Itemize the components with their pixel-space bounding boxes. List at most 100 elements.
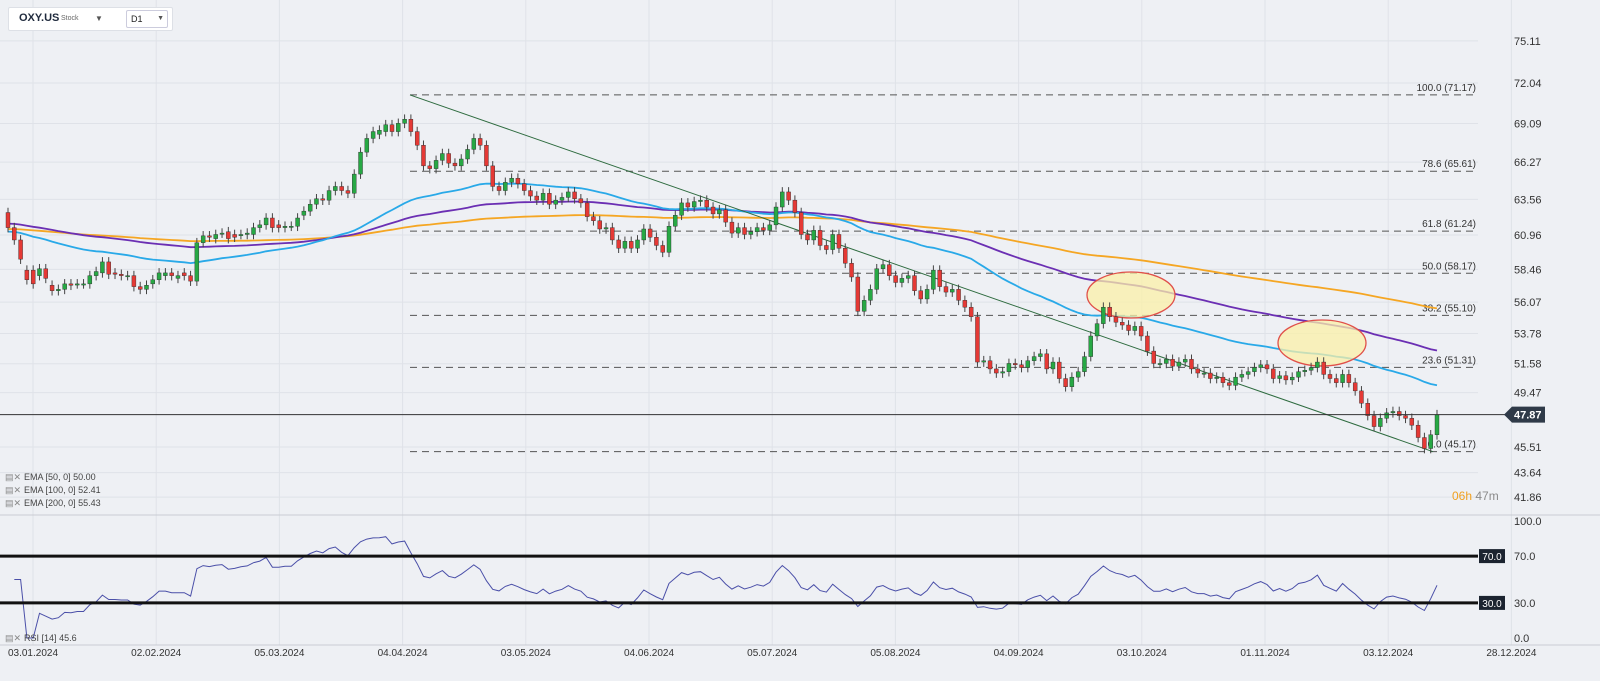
candle-up (503, 182, 508, 191)
candle-up (314, 198, 319, 205)
candle-up (1101, 306, 1106, 324)
candle-down (629, 241, 634, 249)
indicator-settings-icon[interactable]: ▤✕ (5, 485, 22, 495)
candle-up (1239, 374, 1245, 378)
candle-up (559, 197, 565, 201)
y-tick-label: 45.51 (1514, 442, 1542, 454)
candle-up (691, 201, 697, 208)
candle-down (761, 227, 766, 231)
candle-down (427, 165, 432, 169)
indicator-settings-icon[interactable]: ▤✕ (5, 472, 22, 482)
candle-up (125, 275, 130, 278)
candle-up (679, 202, 684, 216)
candle-down (849, 263, 854, 278)
candle-up (748, 231, 754, 235)
candle-up (87, 275, 93, 285)
candle-down (855, 276, 861, 312)
legend-ema200[interactable]: ▤✕ EMA [200, 0] 55.43 (5, 498, 101, 509)
candle-down (276, 224, 281, 228)
candle-down (30, 269, 36, 285)
candle-down (484, 145, 489, 167)
candle-down (515, 178, 521, 184)
candle-up (1088, 335, 1093, 357)
x-tick-label: 02.02.2024 (131, 648, 181, 659)
candle-up (950, 289, 955, 293)
candle-up (1132, 326, 1138, 331)
legend-rsi[interactable]: ▤✕ RSI [14] 45.6 (5, 633, 77, 644)
candle-up (465, 149, 470, 160)
timeframe-select[interactable]: D1 ▼ (126, 10, 168, 28)
candle-down (18, 239, 23, 260)
candle-down (729, 221, 735, 234)
candle-up (1384, 412, 1389, 419)
indicator-settings-icon[interactable]: ▤✕ (5, 633, 22, 643)
rsi-level-tag (1479, 595, 1505, 610)
y-tick-label: 69.09 (1514, 118, 1542, 130)
y-tick-label: 51.58 (1514, 359, 1542, 371)
symbol-toolbar[interactable]: OXY.US Stock ▼ D1 ▼ (8, 7, 173, 31)
candle-up (81, 283, 86, 286)
candle-up (150, 279, 155, 285)
highlight-ellipse (1277, 319, 1367, 367)
candle-down (710, 206, 716, 215)
rsi-panel: 100.0 70.0 30.0 0.0 70.0 30.0 (0, 516, 1542, 645)
y-tick-label: 41.86 (1514, 492, 1542, 504)
candle-down (24, 269, 30, 280)
candle-up (1308, 367, 1314, 371)
candle-down (1422, 437, 1427, 449)
candle-up (1315, 361, 1320, 368)
fib-level-label: 100.0 (71.17) (1417, 83, 1477, 94)
candle-down (937, 269, 942, 287)
candle-up (93, 271, 99, 276)
candle-up (144, 285, 149, 290)
symbol-dropdown-icon[interactable]: ▼ (95, 14, 103, 23)
candle-down (477, 138, 483, 146)
candle-down (1195, 368, 1200, 374)
candle-up (396, 123, 401, 132)
candle-up (219, 232, 225, 235)
candle-down (1126, 324, 1131, 331)
candle-down (1397, 411, 1402, 416)
fib-level-label: 78.6 (65.61) (1422, 159, 1476, 170)
legend-ema50[interactable]: ▤✕ EMA [50, 0] 50.00 (5, 472, 96, 483)
candle-up (673, 215, 678, 227)
candle-up (1176, 361, 1182, 367)
candle-down (887, 264, 892, 276)
candle-up (1082, 356, 1087, 372)
fib-level-label: 50.0 (58.17) (1422, 261, 1476, 272)
candle-up (238, 234, 244, 236)
candle-up (868, 289, 873, 301)
price-axis[interactable]: 75.11 72.04 69.09 66.27 63.56 60.96 58.46 56.07… (1514, 36, 1542, 504)
candle-up (1214, 376, 1219, 379)
candle-down (1019, 364, 1024, 368)
fib-level-label: 61.8 (61.24) (1422, 219, 1476, 230)
fib-level-label: 23.6 (51.31) (1422, 355, 1476, 366)
candle-down (414, 131, 420, 146)
candle-up (257, 224, 263, 228)
candle-up (1094, 323, 1100, 337)
candle-up (1390, 411, 1396, 414)
candle-up (1233, 376, 1238, 386)
candle-up (1075, 371, 1081, 378)
time-axis[interactable]: 03.01.2024 02.02.2024 05.03.2024 04.04.2024… (8, 648, 1537, 659)
candle-up (874, 268, 879, 290)
candle-down (654, 237, 659, 246)
candle-down (597, 220, 602, 230)
candle-up (1340, 374, 1345, 383)
candle-up (37, 268, 42, 276)
candle-down (106, 261, 111, 275)
symbol-label[interactable]: OXY.US (19, 12, 60, 24)
indicator-settings-icon[interactable]: ▤✕ (5, 498, 22, 508)
candle-down (584, 202, 590, 217)
candle-up (666, 226, 672, 253)
legend-ema100[interactable]: ▤✕ EMA [100, 0] 52.41 (5, 485, 101, 496)
candle-up (175, 275, 181, 279)
candle-down (1151, 350, 1156, 364)
candle-down (616, 239, 621, 249)
candle-up (622, 241, 628, 249)
candle-down (1113, 316, 1119, 323)
candle-up (440, 153, 445, 161)
candle-down (578, 198, 584, 204)
candle-down (5, 212, 11, 228)
